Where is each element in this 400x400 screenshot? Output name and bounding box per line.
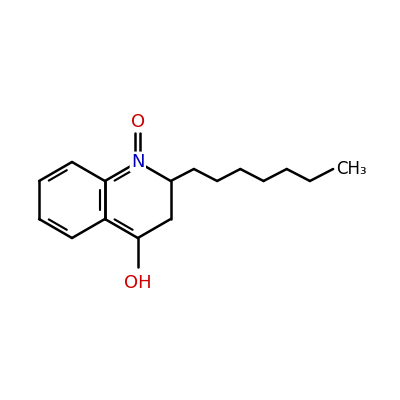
Text: OH: OH bbox=[124, 274, 152, 292]
Text: O: O bbox=[131, 113, 145, 130]
Text: CH₃: CH₃ bbox=[336, 160, 367, 178]
Text: N: N bbox=[131, 153, 144, 171]
